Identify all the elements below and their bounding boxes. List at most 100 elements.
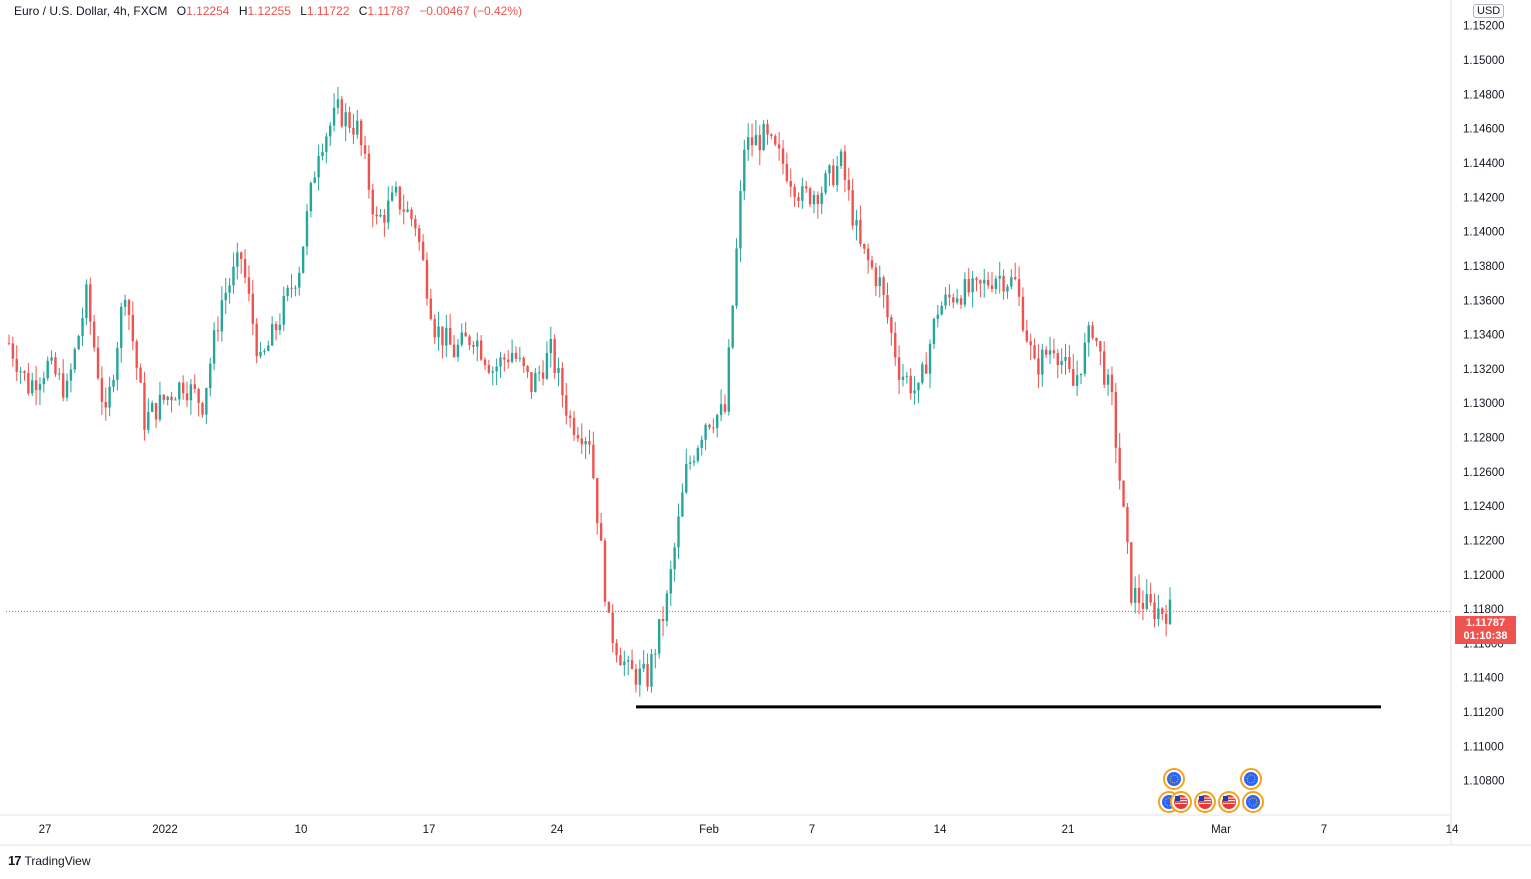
y-tick-label: 1.15000 bbox=[1463, 55, 1505, 67]
price-axis[interactable]: 1.108001.110001.112001.114001.116001.118… bbox=[1463, 21, 1505, 788]
eur-flag-icon[interactable] bbox=[1242, 791, 1264, 813]
candle-body bbox=[944, 294, 947, 306]
x-tick-label: Feb bbox=[699, 824, 719, 836]
candle-body bbox=[54, 357, 57, 375]
candle-body bbox=[1083, 342, 1087, 374]
candle-body bbox=[228, 285, 231, 293]
candle-body bbox=[1157, 608, 1160, 620]
candle-body bbox=[990, 285, 994, 289]
candle-body bbox=[468, 336, 471, 346]
candle-body bbox=[402, 209, 405, 212]
high-label: H bbox=[238, 4, 248, 18]
candle-body bbox=[495, 366, 498, 372]
candle-body bbox=[104, 401, 107, 408]
candle-body bbox=[832, 165, 835, 186]
x-tick-label: 24 bbox=[551, 824, 564, 836]
candle-body bbox=[406, 209, 409, 212]
eur-flag-icon[interactable] bbox=[1163, 768, 1185, 790]
candle-body bbox=[781, 148, 785, 164]
candle-body bbox=[452, 344, 456, 357]
candle-body bbox=[278, 324, 282, 331]
x-tick-label: 10 bbox=[295, 824, 308, 836]
brand-name: TradingView bbox=[24, 853, 91, 868]
candle-body bbox=[158, 394, 162, 420]
candle-body bbox=[162, 394, 165, 400]
candle-body bbox=[371, 189, 374, 215]
x-tick-label: 21 bbox=[1062, 824, 1075, 836]
candle-body bbox=[127, 300, 131, 315]
candle-body bbox=[224, 292, 227, 301]
candle-body bbox=[1037, 358, 1040, 375]
candle-body bbox=[185, 393, 189, 401]
y-tick-label: 1.12600 bbox=[1463, 467, 1505, 479]
usd-flag-icon[interactable] bbox=[1170, 791, 1192, 813]
x-tick-label: 7 bbox=[809, 824, 815, 836]
candle-body bbox=[824, 173, 827, 193]
candle-body bbox=[332, 107, 336, 126]
candle-body bbox=[170, 396, 173, 401]
candle-body bbox=[638, 668, 642, 685]
low-label: L bbox=[300, 4, 307, 18]
usd-flag-icon[interactable] bbox=[1218, 791, 1240, 813]
candle-body bbox=[940, 305, 943, 315]
tradingview-brand[interactable]: 17 TradingView bbox=[8, 853, 91, 868]
candle-body bbox=[936, 314, 939, 319]
candle-body bbox=[623, 661, 626, 666]
candle-body bbox=[212, 330, 216, 364]
candle-body bbox=[178, 382, 181, 400]
candle-body bbox=[143, 382, 146, 430]
candle-body bbox=[38, 384, 42, 391]
candle-body bbox=[425, 259, 429, 299]
usd-flag-icon[interactable] bbox=[1194, 791, 1216, 813]
candle-body bbox=[1041, 349, 1044, 375]
candle-body bbox=[189, 384, 193, 401]
candle-body bbox=[561, 368, 564, 396]
eur-flag-icon[interactable] bbox=[1240, 768, 1262, 790]
y-tick-label: 1.11000 bbox=[1463, 741, 1504, 753]
y-tick-label: 1.13400 bbox=[1463, 330, 1505, 342]
candle-body bbox=[1164, 613, 1168, 624]
candle-body bbox=[886, 295, 889, 318]
symbol-title[interactable]: Euro / U.S. Dollar, 4h, FXCM bbox=[14, 4, 168, 18]
candle-body bbox=[770, 134, 773, 137]
candle-body bbox=[1056, 353, 1059, 365]
candle-body bbox=[267, 345, 270, 351]
candle-body bbox=[743, 149, 746, 192]
candle-body bbox=[282, 295, 285, 325]
candle-body bbox=[607, 601, 611, 613]
candle-body bbox=[247, 277, 251, 294]
candle-body bbox=[1118, 447, 1121, 481]
candle-body bbox=[592, 444, 595, 479]
candle-body bbox=[510, 352, 514, 362]
y-tick-label: 1.13000 bbox=[1463, 398, 1505, 410]
candle-body bbox=[793, 186, 796, 198]
candle-body bbox=[681, 492, 684, 517]
candle-body bbox=[1010, 277, 1013, 287]
candle-body bbox=[669, 569, 672, 594]
candle-body bbox=[812, 194, 816, 205]
candle-body bbox=[348, 112, 351, 128]
x-tick-label: 14 bbox=[1446, 824, 1459, 836]
candle-body bbox=[174, 399, 177, 401]
candle-body bbox=[797, 197, 800, 201]
event-markers[interactable] bbox=[1158, 768, 1264, 813]
candle-body bbox=[50, 357, 53, 361]
candle-body bbox=[905, 375, 909, 377]
candle-body bbox=[986, 279, 990, 286]
candle-body bbox=[650, 654, 653, 687]
candle-body bbox=[952, 297, 955, 303]
candle-body bbox=[963, 279, 967, 305]
candle-body bbox=[596, 478, 599, 524]
time-axis[interactable]: 27 2022 10 17 24 Feb 7 14 21 Mar 7 14 bbox=[39, 824, 1459, 836]
currency-badge[interactable]: USD bbox=[1473, 4, 1505, 18]
candle-body bbox=[808, 188, 812, 205]
y-tick-label: 1.12800 bbox=[1463, 433, 1505, 445]
candle-body bbox=[948, 294, 951, 298]
candle-body bbox=[704, 424, 707, 440]
candle-body bbox=[1033, 345, 1036, 359]
candle-body bbox=[31, 380, 34, 394]
candle-body bbox=[727, 347, 731, 412]
y-tick-label: 1.10800 bbox=[1463, 776, 1505, 788]
candle-body bbox=[870, 260, 874, 268]
